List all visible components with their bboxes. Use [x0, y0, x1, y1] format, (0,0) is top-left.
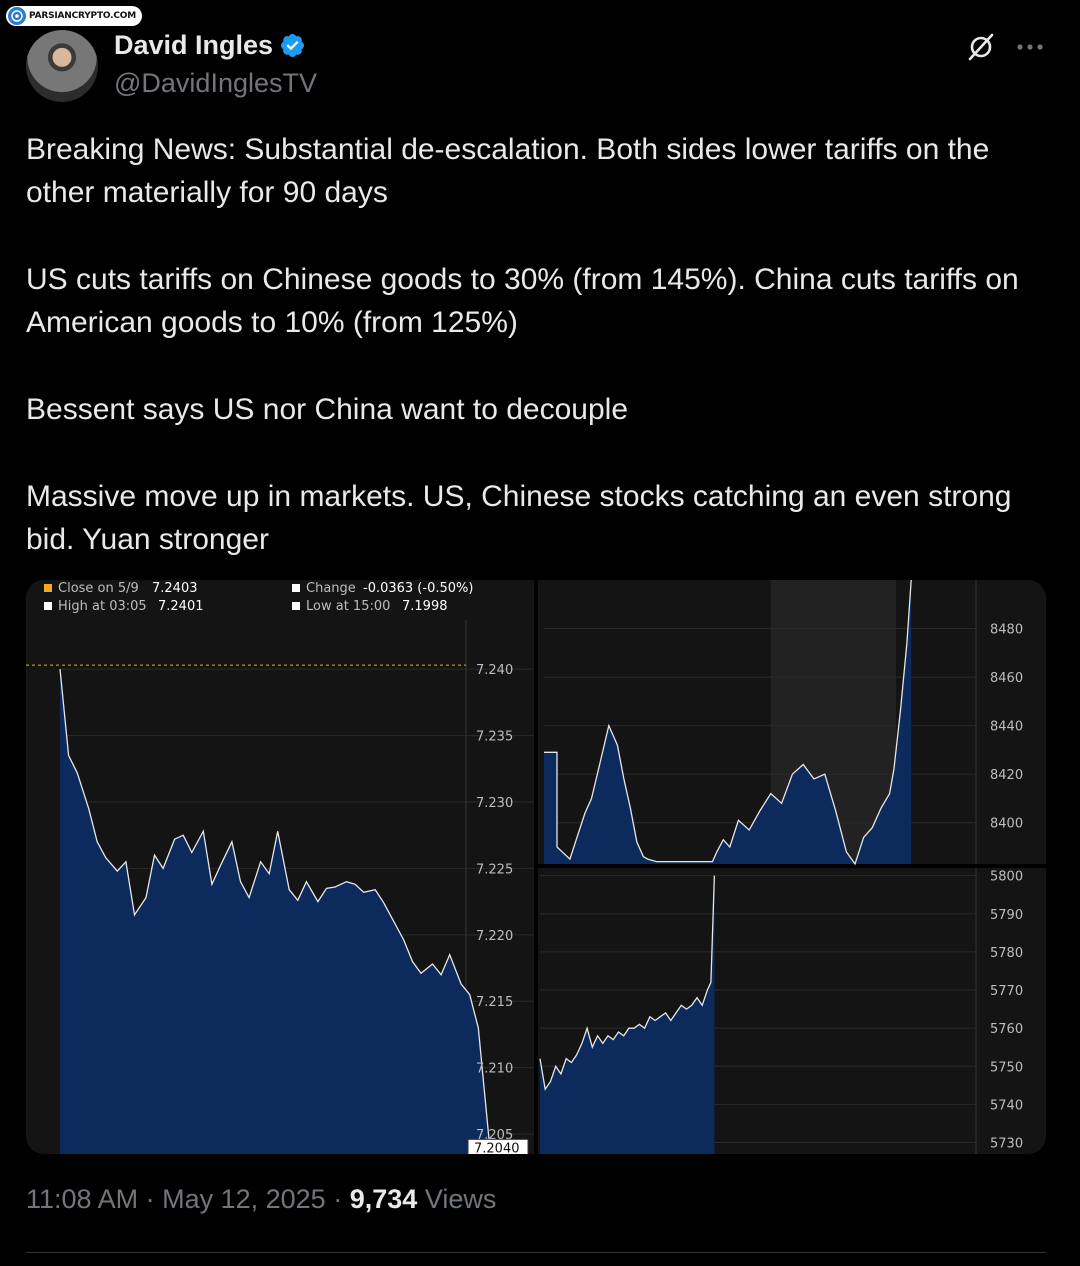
y-tick-label: 7.240 [476, 663, 513, 678]
legend-close-value: 7.2403 [152, 581, 198, 596]
legend-close-marker [44, 584, 52, 592]
chart2-line [544, 580, 912, 866]
grok-slash-icon[interactable] [966, 32, 996, 62]
legend-high-label: High at 03:05 [58, 599, 147, 614]
chart1-last-value-label: 7.2040 [474, 1141, 520, 1154]
legend-change-label: Change [306, 581, 356, 596]
chart2-area [544, 580, 912, 864]
y-tick-label: 5730 [990, 1137, 1023, 1152]
y-tick-label: 8400 [990, 817, 1023, 832]
y-tick-label: 7.215 [476, 995, 513, 1010]
tweet-paragraph: Massive move up in markets. US, Chinese … [26, 480, 1012, 556]
chart3-area [540, 875, 715, 1154]
chart3-line [539, 875, 716, 1091]
watermark-badge: PARSIANCRYPTO.COM [6, 6, 142, 26]
author-name-row[interactable]: David Ingles [114, 30, 306, 61]
chart1-last-value-tag [467, 1138, 529, 1154]
tweet-timestamp[interactable]: 11:08 AM · May 12, 2025 · 9,734 Views [26, 1184, 496, 1215]
y-tick-label: 5760 [990, 1022, 1023, 1037]
separator-dot: · [145, 1184, 163, 1214]
y-tick-label: 5750 [990, 1060, 1023, 1075]
views-count: 9,734 [349, 1184, 418, 1214]
tweet-paragraph: Breaking News: Substantial de-escalation… [26, 133, 990, 209]
avatar[interactable] [26, 30, 98, 102]
author-handle[interactable]: @DavidInglesTV [114, 68, 317, 98]
divider [26, 1252, 1046, 1253]
legend-change-value: -0.0363 (-0.50%) [363, 581, 473, 596]
legend-low-marker [292, 602, 300, 610]
y-tick-label: 5790 [990, 908, 1023, 923]
chart-usdcnh: 7.2407.2357.2307.2257.2207.2157.2107.205… [26, 580, 676, 1154]
y-tick-label: 5770 [990, 984, 1023, 999]
legend-high-value: 7.2401 [158, 599, 204, 614]
y-tick-label: 7.230 [476, 796, 513, 811]
watermark-logo-icon [8, 7, 26, 25]
y-tick-label: 7.220 [476, 929, 513, 944]
y-tick-label: 8420 [990, 768, 1023, 783]
legend-low-value: 7.1998 [402, 599, 448, 614]
tweet-paragraph: US cuts tariffs on Chinese goods to 30% … [26, 263, 1019, 339]
legend-close-label: Close on 5/9 [58, 581, 139, 596]
tweet-text: Breaking News: Substantial de-escalation… [26, 128, 1046, 605]
watermark-text: PARSIANCRYPTO.COM [29, 11, 136, 21]
chart1-area [60, 669, 490, 1154]
y-tick-label: 5800 [990, 870, 1023, 885]
y-tick-label: 8440 [990, 720, 1023, 735]
y-tick-label: 7.235 [476, 730, 513, 745]
separator-dot: · [333, 1184, 350, 1214]
author-name[interactable]: David Ingles [114, 30, 274, 60]
chart1-line [59, 669, 491, 1148]
y-tick-label: 8480 [990, 623, 1023, 638]
tweet-date[interactable]: May 12, 2025 [162, 1184, 326, 1214]
more-horizontal-icon[interactable] [1016, 42, 1044, 52]
legend-low-label: Low at 15:00 [306, 599, 390, 614]
y-tick-label: 5780 [990, 946, 1023, 961]
y-tick-label: 7.225 [476, 862, 513, 877]
charts-canvas: 7.2407.2357.2307.2257.2207.2157.2107.205… [26, 580, 1046, 1154]
legend-high-marker [44, 602, 52, 610]
chart-index-top-right: 8480 8460 8440 8420 8400 [538, 580, 1046, 866]
verified-badge-icon [281, 33, 305, 58]
tweet-time[interactable]: 11:08 AM [26, 1184, 139, 1214]
tweet-paragraph: Bessent says US nor China want to decoup… [26, 393, 629, 426]
tweet-media-charts[interactable]: 7.240 7.235 7.230 7.225 7.220 7.215 7.210 7.205… [26, 580, 1046, 1154]
y-tick-label: 7.210 [476, 1062, 513, 1077]
views-label: Views [424, 1184, 497, 1214]
y-tick-label: 8460 [990, 671, 1023, 686]
y-tick-label: 5740 [990, 1098, 1023, 1113]
legend-change-marker [292, 584, 300, 592]
chart-index-bottom-right: 5800 5790 5780 5770 5760 5750 5740 5730 [538, 868, 1046, 1154]
